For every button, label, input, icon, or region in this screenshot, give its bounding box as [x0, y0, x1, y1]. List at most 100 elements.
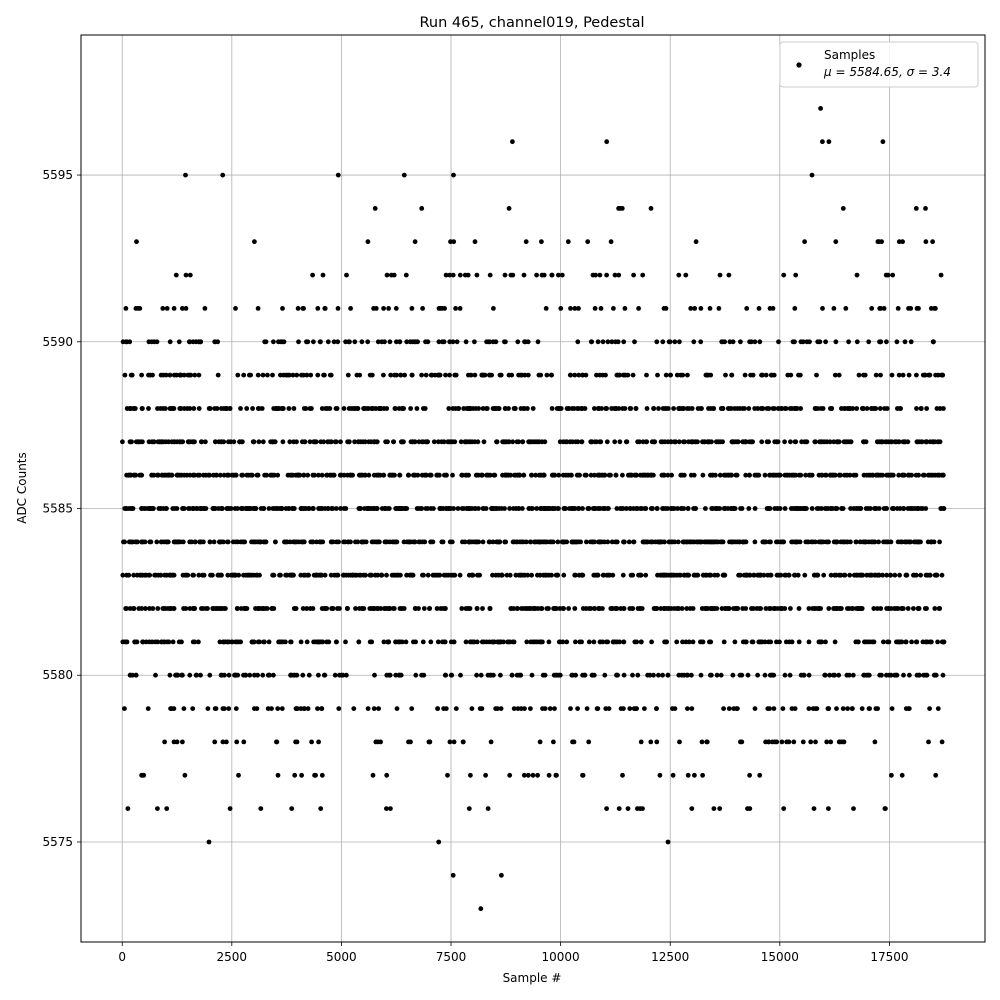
sample-point [849, 706, 855, 711]
sample-point [372, 572, 378, 578]
sample-point [557, 672, 563, 678]
sample-point [895, 306, 901, 311]
sample-point [225, 539, 230, 545]
sample-point [312, 772, 317, 778]
sample-point [529, 572, 534, 578]
sample-point [307, 439, 313, 445]
sample-point [899, 639, 905, 645]
sample-point [842, 572, 848, 578]
sample-point [420, 639, 426, 645]
sample-point [597, 506, 603, 511]
sample-point [692, 772, 697, 778]
sample-point [448, 239, 453, 245]
sample-point [322, 306, 328, 311]
sample-point [665, 506, 670, 511]
sample-point [592, 406, 597, 411]
sample-point [876, 472, 881, 478]
sample-point [596, 406, 602, 411]
sample-point [684, 672, 690, 678]
sample-point [253, 506, 259, 511]
sample-point [371, 439, 377, 445]
sample-point [903, 639, 909, 645]
sample-point [811, 806, 817, 811]
sample-point [842, 406, 848, 411]
sample-point [735, 406, 740, 411]
sample-point [735, 606, 740, 611]
sample-point [155, 806, 160, 811]
sample-point [689, 672, 694, 678]
sample-point [621, 672, 627, 678]
sample-point [644, 372, 649, 378]
sample-point [542, 539, 547, 545]
sample-point [928, 306, 934, 311]
sample-point [454, 339, 460, 345]
sample-point [906, 706, 911, 711]
sample-point [442, 639, 448, 645]
sample-point [601, 572, 607, 578]
sample-point [281, 372, 286, 378]
sample-point [762, 472, 768, 478]
sample-point [355, 406, 361, 411]
sample-point [884, 339, 889, 345]
sample-point [648, 206, 654, 211]
y-tick-label: 5575 [42, 835, 73, 849]
sample-point [252, 239, 257, 245]
sample-point [162, 406, 168, 411]
sample-point [127, 472, 133, 478]
sample-point [319, 772, 325, 778]
sample-point [466, 372, 471, 378]
sample-point [651, 439, 656, 445]
sample-point [877, 406, 883, 411]
sample-point [497, 539, 503, 545]
sample-point [636, 306, 641, 311]
sample-point [217, 639, 223, 645]
sample-point [322, 572, 328, 578]
sample-point [890, 272, 896, 278]
sample-point [409, 706, 415, 711]
sample-point [888, 606, 894, 611]
sample-point [654, 506, 660, 511]
sample-point [863, 506, 869, 511]
sample-point [892, 672, 897, 678]
sample-point [134, 539, 140, 545]
sample-point [680, 639, 685, 645]
sample-point [427, 472, 433, 478]
sample-point [255, 672, 260, 678]
sample-point [763, 606, 769, 611]
sample-point [487, 272, 493, 278]
sample-point [192, 606, 198, 611]
sample-point [465, 606, 471, 611]
sample-point [425, 572, 431, 578]
sample-point [381, 306, 386, 311]
sample-point [247, 572, 253, 578]
sample-point [498, 706, 504, 711]
sample-point [469, 706, 475, 711]
sample-point [438, 306, 443, 311]
sample-point [520, 572, 526, 578]
sample-point [258, 806, 264, 811]
sample-point [782, 506, 788, 511]
sample-point [675, 506, 680, 511]
sample-point [233, 306, 238, 311]
sample-point [398, 372, 403, 378]
sample-point [823, 639, 828, 645]
sample-point [477, 706, 483, 711]
sample-point [496, 639, 501, 645]
sample-point [515, 472, 521, 478]
sample-point [306, 506, 311, 511]
sample-point [384, 272, 390, 278]
sample-point [521, 472, 527, 478]
sample-point [934, 406, 940, 411]
sample-point [787, 672, 793, 678]
sample-point [704, 606, 709, 611]
sample-point [752, 406, 758, 411]
sample-point [940, 672, 946, 678]
sample-point [291, 572, 296, 578]
sample-point [502, 272, 508, 278]
sample-point [476, 472, 481, 478]
y-axis-title: ADC Counts [15, 452, 29, 524]
sample-point [305, 472, 311, 478]
plot-frame [80, 34, 986, 943]
sample-point [491, 306, 496, 311]
sample-point [746, 506, 752, 511]
